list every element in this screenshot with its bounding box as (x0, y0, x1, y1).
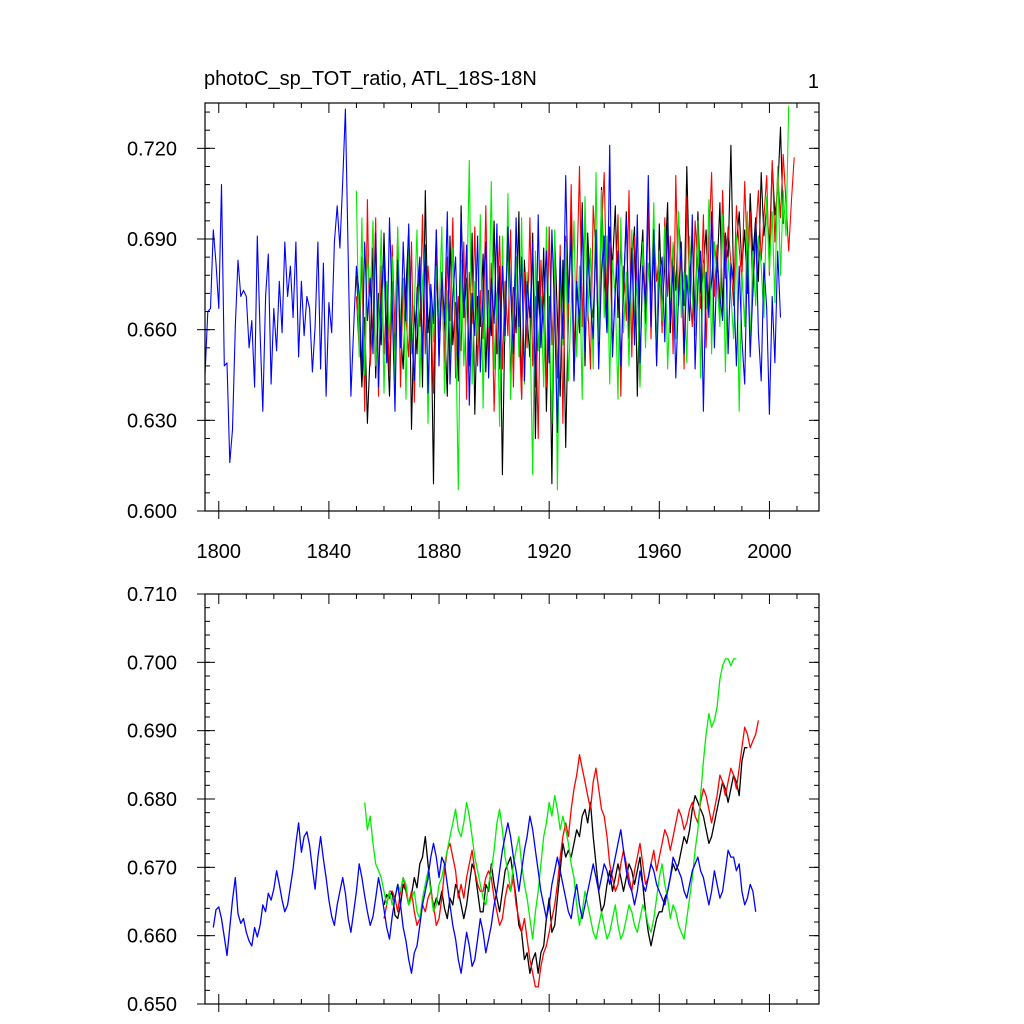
top-series-line-4 (204, 108, 782, 464)
y-tick-label: 0.600 (127, 501, 177, 523)
bottom-panel: 0.650 0.660 0.670 0.680 0.690 0.700 0.710 (127, 584, 820, 1016)
y-tick-label: 0.670 (127, 857, 177, 879)
top-series-group (204, 105, 795, 491)
y-tick-label: 0.660 (127, 926, 177, 948)
bottom-series-line-1 (383, 747, 748, 974)
top-axes: 1800 1840 1880 1920 1960 2000 0.600 0.630 0.660 0… (127, 103, 819, 563)
bottom-series-line-2 (383, 720, 760, 988)
y-tick-label: 0.630 (127, 410, 177, 432)
y-tick-label: 0.720 (127, 138, 177, 160)
top-plot-frame (204, 102, 820, 512)
bottom-series-line-4 (212, 815, 757, 974)
x-tick-label: 1880 (417, 541, 462, 563)
y-tick-label: 0.650 (127, 994, 177, 1016)
y-tick-label: 0.700 (127, 652, 177, 674)
x-tick-label: 1840 (307, 541, 352, 563)
bottom-series-group (212, 658, 760, 988)
chart-title: photoC_sp_TOT_ratio, ATL_18S-18N (204, 68, 537, 90)
y-tick-label: 0.690 (127, 229, 177, 251)
bottom-axes: 0.650 0.660 0.670 0.680 0.690 0.700 0.710 (127, 584, 819, 1016)
x-tick-label: 1800 (197, 541, 242, 563)
top-panel: photoC_sp_TOT_ratio, ATL_18S-18N 1 1800 1… (127, 68, 820, 563)
bottom-series-line-3 (364, 658, 737, 940)
y-tick-label: 0.690 (127, 721, 177, 743)
x-tick-label: 2000 (747, 541, 792, 563)
panel-label: 1 (808, 71, 819, 93)
x-tick-label: 1920 (527, 541, 572, 563)
y-tick-label: 0.660 (127, 320, 177, 342)
x-tick-label: 1960 (637, 541, 682, 563)
y-tick-label: 0.710 (127, 584, 177, 606)
y-tick-label: 0.680 (127, 789, 177, 811)
